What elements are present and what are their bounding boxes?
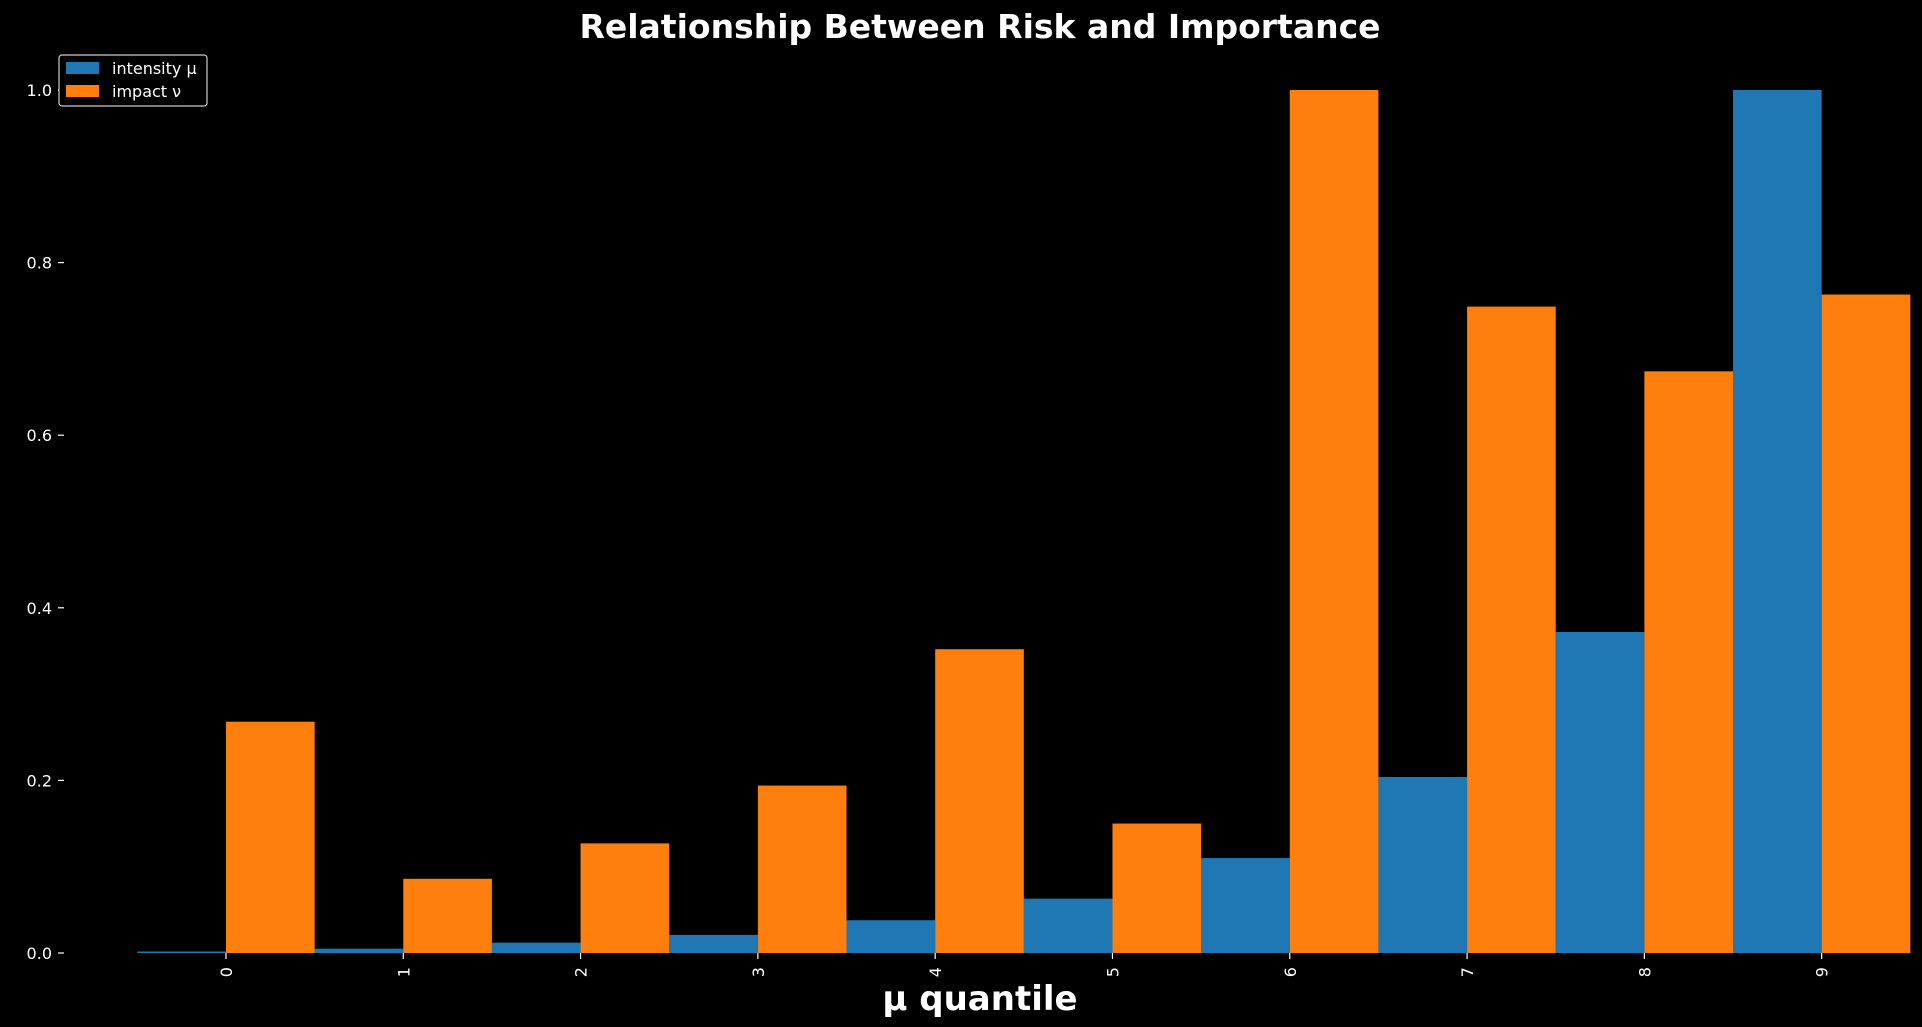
legend-label-intensity: intensity μ — [112, 59, 197, 78]
x-tick-label: 0 — [217, 967, 236, 977]
y-tick-label: 1.0 — [27, 81, 52, 100]
bar-impact-4 — [935, 649, 1024, 953]
bar-intensity-8 — [1555, 631, 1645, 953]
bar-intensity-1 — [314, 948, 404, 953]
y-tick-label: 0.0 — [27, 944, 52, 963]
y-tick-label: 0.8 — [27, 254, 52, 273]
bar-intensity-2 — [491, 942, 581, 953]
y-axis: 0.0 0.2 0.4 0.6 0.8 1.0 — [27, 81, 64, 963]
bar-intensity-7 — [1378, 776, 1468, 953]
bar-impact-2 — [580, 843, 670, 953]
bar-impact-9 — [1821, 294, 1911, 953]
bars-group — [137, 90, 1911, 954]
chart-title: Relationship Between Risk and Importance — [579, 7, 1380, 46]
x-tick-label: 5 — [1103, 967, 1122, 977]
bar-impact-8 — [1644, 371, 1734, 954]
bar-impact-0 — [225, 721, 315, 953]
bar-intensity-5 — [1023, 898, 1113, 953]
legend-swatch-impact — [66, 85, 99, 97]
x-tick-label: 8 — [1635, 967, 1654, 977]
legend-label-impact: impact ν — [112, 82, 181, 101]
legend-swatch-intensity — [66, 62, 99, 74]
x-tick-label: 9 — [1813, 967, 1832, 977]
y-tick-label: 0.4 — [27, 599, 52, 618]
x-tick-label: 3 — [749, 967, 768, 977]
x-tick-label: 6 — [1281, 967, 1300, 977]
bar-impact-6 — [1289, 90, 1379, 953]
bar-impact-1 — [403, 878, 492, 953]
y-tick-label: 0.2 — [27, 771, 52, 790]
x-tick-label: 1 — [394, 967, 413, 977]
legend: intensity μ impact ν — [58, 54, 208, 107]
x-axis: 0 1 2 3 4 5 6 7 8 9 — [217, 953, 1832, 977]
x-tick-label: 2 — [572, 967, 591, 977]
bar-impact-5 — [1112, 823, 1202, 953]
y-tick-label: 0.6 — [27, 426, 52, 445]
bar-impact-7 — [1467, 306, 1556, 953]
bar-impact-3 — [757, 785, 847, 953]
bar-intensity-3 — [669, 934, 758, 953]
bar-intensity-6 — [1201, 858, 1290, 953]
bar-intensity-9 — [1733, 90, 1822, 953]
bar-intensity-0 — [137, 951, 226, 953]
x-axis-label: μ quantile — [882, 979, 1077, 1019]
bar-intensity-4 — [846, 920, 936, 953]
x-tick-label: 7 — [1458, 967, 1477, 977]
x-tick-label: 4 — [926, 967, 945, 977]
